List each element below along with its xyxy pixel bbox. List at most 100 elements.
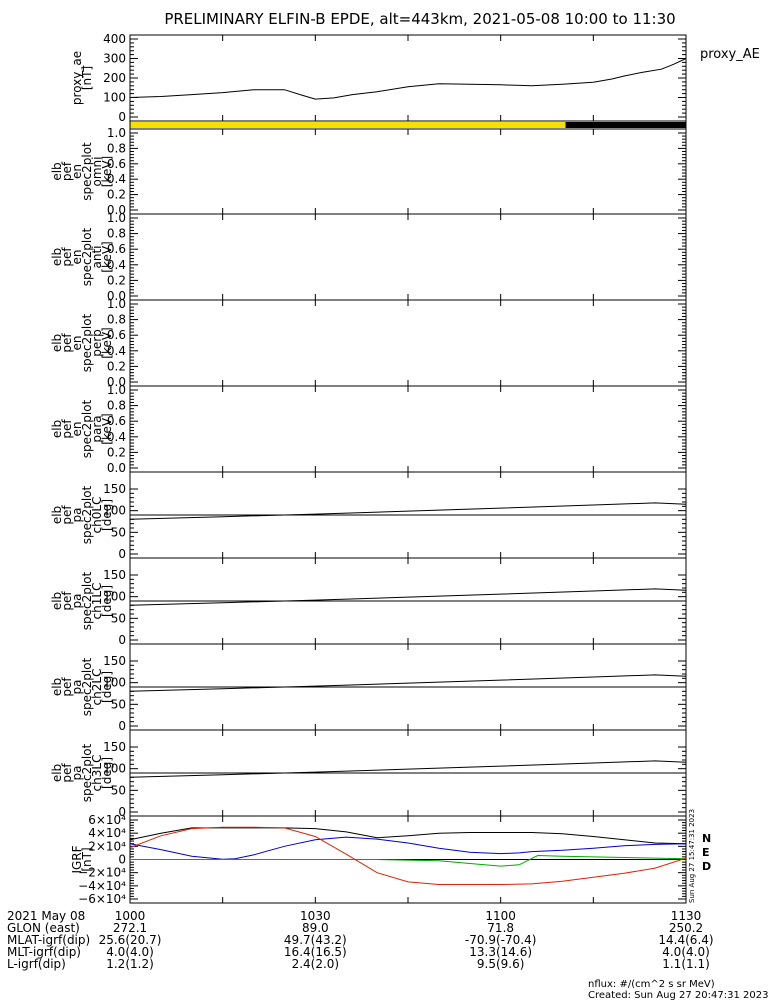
created-note: Created: Sun Aug 27 20:47:31 2023 <box>588 990 768 1000</box>
y-tick-label: 0.8 <box>107 227 126 241</box>
table-row-label: L-igrf(dip) <box>7 957 66 971</box>
y-tick-label: 100 <box>103 676 126 690</box>
y-tick-label: 0.2 <box>107 273 126 287</box>
y-tick-label: 6×10⁴ <box>88 813 126 827</box>
table-cell: 1.1(1.1) <box>662 957 710 971</box>
series-line-0 <box>129 827 687 845</box>
y-axis-label-line: elb <box>50 162 64 180</box>
table-cell: 14.4(6.4) <box>658 933 713 947</box>
y-axis-label-line: [deg] <box>100 671 114 703</box>
y-tick-label: 0.8 <box>107 141 126 155</box>
y-axis-label-line: spec2plot <box>80 227 94 286</box>
panel-frame <box>129 299 687 387</box>
y-tick-label: 0 <box>118 110 126 124</box>
science-zone-segment-1 <box>565 122 686 128</box>
plot-title: PRELIMINARY ELFIN-B EPDE, alt=443km, 202… <box>164 10 675 28</box>
panel-stack: 0100200300400proxy_ae[nT]0.00.20.40.60.8… <box>50 32 711 906</box>
panel-0: 0 100 200 300 400 proxy_ae[nT] <box>70 32 687 124</box>
y-axis-label-line: pa <box>70 680 84 695</box>
y-tick-label: 300 <box>103 52 126 66</box>
table-cell: 2.4(2.0) <box>292 957 340 971</box>
y-tick-label: 50 <box>111 525 126 539</box>
y-tick-label: 200 <box>103 71 126 85</box>
y-tick-label: 0.8 <box>107 313 126 327</box>
y-tick-label: 0.4 <box>107 172 126 186</box>
y-axis-label-line: spec2plot <box>80 571 94 630</box>
table-cell: 1130 <box>671 909 702 923</box>
y-tick-label: 0.2 <box>107 445 126 459</box>
y-tick-label: 1.0 <box>107 383 126 397</box>
legend-E: E <box>702 846 710 859</box>
y-tick-label: 4×10⁴ <box>88 826 126 840</box>
y-axis-label-line: pa <box>70 766 84 781</box>
table-cell: 272.1 <box>113 921 147 935</box>
y-tick-label: 2×10⁴ <box>88 839 126 853</box>
panel-frame <box>129 385 687 473</box>
y-axis-label-line: proxy_ae <box>70 51 84 105</box>
y-axis-label-line: spec2plot <box>80 399 94 458</box>
y-tick-label: 100 <box>103 504 126 518</box>
y-tick-label: 0.6 <box>107 157 126 171</box>
table-row-label: 2021 May 08 <box>7 909 85 923</box>
y-tick-label: 100 <box>103 91 126 105</box>
y-tick-label: 1.0 <box>107 297 126 311</box>
science-zone-segment-0 <box>130 122 566 128</box>
nflux-note: nflux: #/(cm^2 s sr MeV) <box>588 979 715 990</box>
y-tick-label: 0 <box>118 547 126 561</box>
table-cell: 9.5(9.6) <box>477 957 525 971</box>
y-axis-label-line: IGRF <box>70 845 84 873</box>
proxy-ae-series-label: proxy_AE <box>700 47 760 62</box>
y-tick-label: 50 <box>111 611 126 625</box>
y-axis-label-line: pef <box>60 591 74 611</box>
panel-frame <box>129 34 687 122</box>
series-line-0 <box>129 760 687 778</box>
table-cell: 71.8 <box>487 921 514 935</box>
y-axis-label-line: ch3LC <box>90 755 104 792</box>
y-tick-label: 50 <box>111 697 126 711</box>
y-tick-label: 0.0 <box>107 203 126 217</box>
y-axis-label-line: [keV] <box>100 327 114 358</box>
y-tick-label: 100 <box>103 762 126 776</box>
table-cell: 1000 <box>115 909 146 923</box>
y-axis-label-line: en <box>70 422 84 437</box>
y-tick-label: 150 <box>103 654 126 668</box>
table-row-label: MLT-igrf(dip) <box>7 945 81 959</box>
y-axis-label-line: [nT] <box>80 66 94 90</box>
y-axis-label-line: omni <box>90 157 104 187</box>
y-axis-label-line: elb <box>50 506 64 524</box>
y-axis-label-line: pef <box>60 333 74 353</box>
y-tick-label: −6×10⁴ <box>78 892 126 906</box>
table-cell: 13.3(14.6) <box>469 945 532 959</box>
y-tick-label: 0 <box>118 719 126 733</box>
y-axis-label-line: spec2plot <box>80 743 94 802</box>
y-axis-label-line: [deg] <box>100 757 114 789</box>
y-axis-label-line: elb <box>50 764 64 782</box>
table-cell: 89.0 <box>302 921 329 935</box>
panel-5: 0.0 0.20.4 0.60.8 1.0 elbpefenspec2plotpara[… <box>50 383 687 475</box>
y-tick-label: 0.0 <box>107 375 126 389</box>
y-axis-label-line: spec2plot <box>80 657 94 716</box>
y-axis-label-line: pef <box>60 419 74 439</box>
y-tick-label: 0.2 <box>107 188 126 202</box>
y-axis-label-line: pef <box>60 247 74 267</box>
y-tick-label: 100 <box>103 590 126 604</box>
y-axis-label-line: [keV] <box>100 413 114 444</box>
series-line-0 <box>129 588 687 606</box>
y-tick-label: 0 <box>118 853 126 867</box>
y-axis-label-line: pef <box>60 677 74 697</box>
y-axis-label-line: spec2plot <box>80 313 94 372</box>
table-cell: 16.4(16.5) <box>284 945 347 959</box>
y-axis-label-line: elb <box>50 248 64 266</box>
panel-1 <box>129 120 687 130</box>
table-cell: 49.7(43.2) <box>284 933 347 947</box>
y-tick-label: 0.6 <box>107 242 126 256</box>
y-tick-label: 150 <box>103 568 126 582</box>
y-tick-label: 150 <box>103 482 126 496</box>
y-tick-label: 0.4 <box>107 344 126 358</box>
y-tick-label: 0.2 <box>107 359 126 373</box>
table-cell: 25.6(20.7) <box>99 933 162 947</box>
series-line-0 <box>129 674 687 692</box>
series-line-0 <box>129 58 687 100</box>
